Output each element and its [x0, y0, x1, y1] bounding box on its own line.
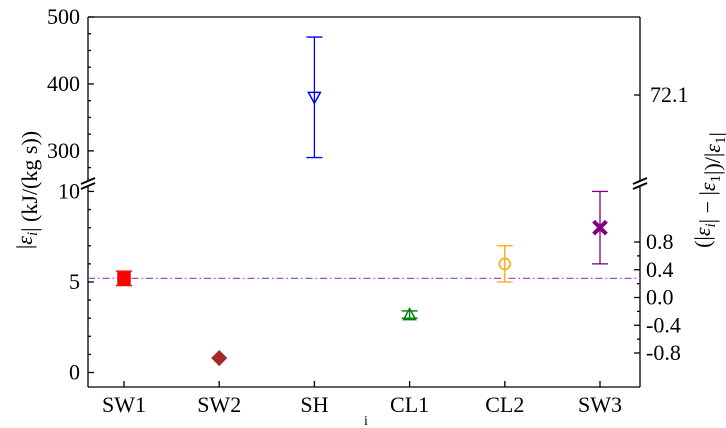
marker-triangle-up	[402, 307, 417, 321]
x-tick-label: SW3	[578, 392, 622, 417]
lower-right-tick-label: 0.4	[646, 257, 674, 282]
upper-right-tick-label: 72.1	[650, 82, 689, 107]
point-CL1	[401, 307, 418, 321]
axes: 300 400 500 72.1 0 5 10 -0.8 -0.40.0 0.4 0.8 SW1 SW2…	[47, 4, 689, 417]
lower-left-tick-label: 0	[69, 360, 80, 385]
point-SW2	[211, 349, 228, 367]
point-SH	[306, 36, 323, 159]
upper-left-tick-label: 500	[47, 4, 80, 29]
marker-square	[117, 271, 131, 286]
data-marks	[88, 36, 640, 367]
upper-left-tick-label: 300	[47, 138, 80, 163]
x-axis-label: i	[364, 414, 368, 428]
marker-diamond	[211, 349, 228, 367]
point-CL2	[496, 245, 513, 283]
marker-triangle-down	[307, 91, 322, 105]
marker-x	[592, 219, 608, 236]
axis-break-mark-2	[80, 182, 96, 190]
axis-break-mark-0	[80, 177, 96, 185]
x-tick-label: SW1	[102, 392, 146, 417]
lower-left-tick-label: 10	[58, 178, 80, 203]
x-tick-label: CL2	[485, 392, 524, 417]
axis-break-mark-3	[632, 182, 648, 190]
point-SW3	[592, 190, 608, 265]
lower-left-tick-label: 5	[69, 269, 80, 294]
lower-right-tick-label: 0.8	[646, 229, 674, 254]
axis-break-mark-1	[632, 177, 648, 185]
lower-right-tick-label: 0.0	[646, 285, 674, 310]
x-tick-label: SW2	[197, 392, 241, 417]
marker-circle	[498, 257, 512, 271]
upper-left-tick-label: 400	[47, 71, 80, 96]
x-tick-label: SH	[300, 392, 328, 417]
x-tick-label: CL1	[390, 392, 429, 417]
y-axis-label-left: |εi| (kJ/(kg s))	[12, 131, 42, 249]
lower-right-tick-label: -0.8	[646, 340, 681, 365]
y-axis-label-right: (|εi| − |ε1|)/|ε1|	[690, 132, 726, 248]
point-SW1	[116, 270, 132, 287]
lower-right-tick-label: -0.4	[646, 312, 681, 337]
